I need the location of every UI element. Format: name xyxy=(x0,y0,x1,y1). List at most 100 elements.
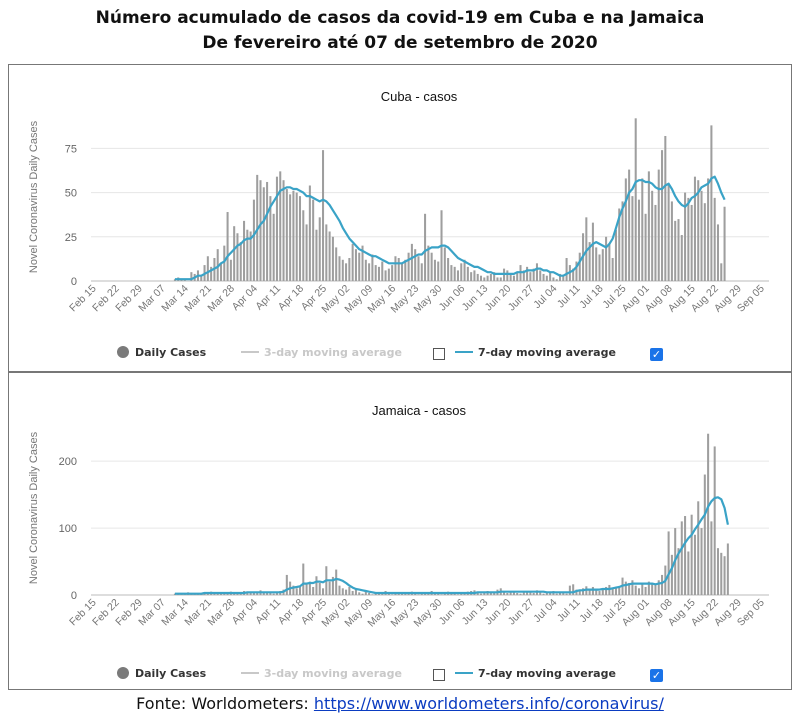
daily-case-bar xyxy=(397,258,400,281)
daily-case-bar xyxy=(687,197,690,281)
daily-case-bar xyxy=(614,229,617,281)
daily-case-bar xyxy=(657,169,660,281)
daily-case-bar xyxy=(496,277,499,281)
x-tick-label: Jul 04 xyxy=(531,597,559,625)
cuba-legend-daily-cases[interactable]: Daily Cases xyxy=(117,346,206,359)
daily-case-bar xyxy=(456,594,459,595)
daily-case-bar xyxy=(269,592,272,595)
daily-case-bar xyxy=(545,275,548,281)
daily-case-bar xyxy=(723,206,726,281)
x-tick-label: Jul 11 xyxy=(555,597,583,625)
daily-case-bar xyxy=(302,210,305,281)
daily-case-bar xyxy=(275,592,278,595)
daily-case-bar xyxy=(483,277,486,281)
daily-case-bar xyxy=(433,259,436,281)
daily-case-bar xyxy=(479,593,483,595)
daily-case-bar xyxy=(677,219,680,281)
daily-case-bar xyxy=(351,243,354,281)
daily-case-bar xyxy=(535,263,538,281)
jamaica-legend-daily-cases[interactable]: Daily Cases xyxy=(117,667,206,680)
jamaica-legend-3day-avg[interactable]: 3-day moving average xyxy=(241,667,402,680)
daily-case-bar xyxy=(289,194,292,281)
daily-case-bar xyxy=(509,592,512,595)
source-link[interactable]: https://www.worldometers.info/coronaviru… xyxy=(313,694,664,713)
daily-case-bar xyxy=(558,592,562,595)
daily-case-bar xyxy=(236,233,239,281)
daily-case-bar xyxy=(256,592,259,595)
daily-case-bar xyxy=(295,588,298,595)
daily-case-bar xyxy=(624,178,627,281)
daily-case-bar xyxy=(266,181,269,281)
daily-case-bar xyxy=(335,247,338,281)
daily-case-bar xyxy=(542,593,545,595)
daily-case-bar xyxy=(628,169,631,281)
daily-case-bar xyxy=(618,586,621,595)
x-tick-label: Jul 18 xyxy=(577,283,605,311)
daily-case-bar xyxy=(601,588,604,595)
x-tick-label: Jul 11 xyxy=(555,283,583,311)
y-tick-label: 25 xyxy=(65,232,77,244)
daily-case-bar xyxy=(216,249,219,281)
daily-case-bar xyxy=(401,263,404,281)
daily-case-bar xyxy=(516,272,519,281)
daily-case-bar xyxy=(644,586,647,595)
daily-case-bar xyxy=(322,150,325,281)
daily-case-bar xyxy=(582,588,585,595)
daily-case-bar xyxy=(401,593,404,595)
daily-case-bar xyxy=(578,252,581,281)
daily-case-bar xyxy=(292,190,295,281)
daily-cases-dot-icon xyxy=(117,667,129,679)
daily-case-bar xyxy=(368,263,371,281)
daily-case-bar xyxy=(210,266,213,281)
line-dot-icon xyxy=(455,672,473,674)
cuba-7day-checkbox[interactable]: ✓ xyxy=(650,348,663,361)
daily-case-bar xyxy=(591,586,594,595)
daily-case-bar xyxy=(338,585,341,595)
daily-case-bar xyxy=(427,245,430,281)
source-label: Fonte: Worldometers: xyxy=(136,694,314,713)
daily-case-bar xyxy=(315,576,318,595)
daily-case-bar xyxy=(697,501,700,595)
daily-case-bar xyxy=(562,592,565,595)
cuba-3day-checkbox[interactable] xyxy=(433,348,445,360)
daily-case-bar xyxy=(489,273,492,281)
daily-case-bar xyxy=(285,189,288,281)
daily-case-bar xyxy=(312,199,315,281)
daily-case-bar xyxy=(542,273,545,281)
daily-case-bar xyxy=(417,256,420,281)
daily-case-bar xyxy=(233,226,236,281)
daily-case-bar xyxy=(628,582,631,595)
daily-case-bar xyxy=(651,190,654,281)
daily-case-bar xyxy=(611,588,614,595)
daily-case-bar xyxy=(476,273,479,281)
daily-case-bar xyxy=(516,592,519,595)
x-tick-label: Jul 04 xyxy=(531,283,559,311)
daily-case-bar xyxy=(677,548,680,595)
daily-case-bar xyxy=(506,592,509,595)
jamaica-3day-checkbox[interactable] xyxy=(433,669,445,681)
daily-case-bar xyxy=(634,118,637,281)
daily-case-bar xyxy=(308,581,311,595)
line-dot-icon xyxy=(241,351,259,353)
daily-case-bar xyxy=(526,592,529,595)
daily-case-bar xyxy=(558,273,562,281)
daily-case-bar xyxy=(219,263,223,281)
daily-case-bar xyxy=(621,201,624,281)
daily-case-bar xyxy=(667,183,670,281)
jamaica-legend-7day-avg[interactable]: 7-day moving average xyxy=(455,667,616,680)
cuba-legend-7day-avg[interactable]: 7-day moving average xyxy=(455,346,616,359)
daily-case-bar xyxy=(476,592,479,595)
chart-title-line2: De fevereiro até 07 de setembro de 2020 xyxy=(202,33,598,53)
daily-case-bar xyxy=(605,586,608,595)
daily-case-bar xyxy=(539,592,542,595)
daily-case-bar xyxy=(345,263,348,281)
daily-case-bar xyxy=(279,171,282,281)
jamaica-7day-checkbox[interactable]: ✓ xyxy=(650,669,663,682)
daily-case-bar xyxy=(519,593,522,595)
daily-case-bar xyxy=(624,581,627,595)
daily-case-bar xyxy=(361,245,364,281)
daily-case-bar xyxy=(298,586,302,595)
cuba-legend-3day-avg[interactable]: 3-day moving average xyxy=(241,346,402,359)
daily-case-bar xyxy=(578,590,581,595)
daily-case-bar xyxy=(341,588,344,595)
